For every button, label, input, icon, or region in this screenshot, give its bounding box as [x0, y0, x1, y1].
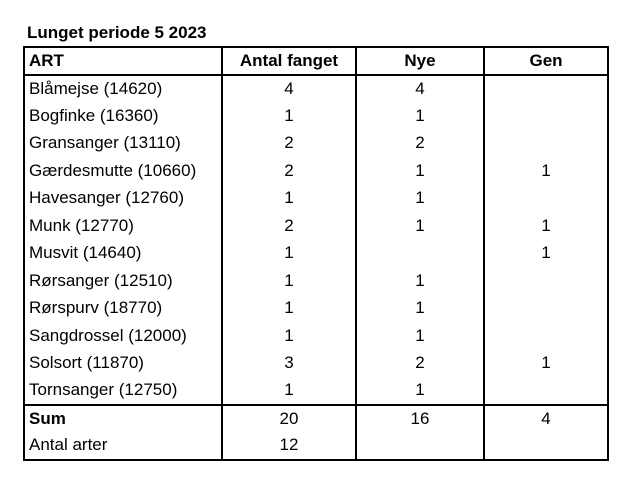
nye-cell: 1: [356, 184, 485, 212]
sum-gen: 4: [484, 404, 609, 432]
species-cell: Rørsanger (12510): [23, 267, 223, 295]
nye-cell: 1: [356, 294, 485, 322]
header-gen: Gen: [484, 46, 609, 76]
table-row: Gransanger (13110) 2 2: [23, 129, 609, 157]
page-title: Lunget periode 5 2023: [27, 23, 207, 42]
species-cell: Rørspurv (18770): [23, 294, 223, 322]
table-row: Blåmejse (14620) 4 4: [23, 74, 609, 102]
empty-cell: [484, 432, 609, 461]
species-cell: Munk (12770): [23, 212, 223, 240]
gen-cell: [484, 377, 609, 406]
antal-fanget-cell: 1: [222, 184, 357, 212]
nye-cell: 1: [356, 212, 485, 240]
antal-arter-row: Antal arter 12: [23, 432, 609, 461]
gen-cell: 1: [484, 212, 609, 240]
gen-cell: [484, 184, 609, 212]
table-row: Gærdesmutte (10660) 2 1 1: [23, 157, 609, 185]
antal-arter-label: Antal arter: [23, 432, 223, 461]
antal-arter-value: 12: [222, 432, 357, 461]
nye-cell: 1: [356, 102, 485, 130]
table-row: Sangdrossel (12000) 1 1: [23, 322, 609, 350]
nye-cell: 1: [356, 377, 485, 406]
table-row: Bogfinke (16360) 1 1: [23, 102, 609, 130]
catch-table: ART Antal fanget Nye Gen Blåmejse (14620…: [23, 46, 609, 461]
nye-cell: 2: [356, 349, 485, 377]
antal-fanget-cell: 1: [222, 294, 357, 322]
antal-fanget-cell: 2: [222, 212, 357, 240]
gen-cell: 1: [484, 157, 609, 185]
header-antal-fanget: Antal fanget: [222, 46, 357, 76]
gen-cell: [484, 322, 609, 350]
species-cell: Blåmejse (14620): [23, 74, 223, 102]
gen-cell: [484, 267, 609, 295]
sum-nye: 16: [356, 404, 485, 432]
nye-cell: 1: [356, 157, 485, 185]
antal-fanget-cell: 2: [222, 157, 357, 185]
antal-fanget-cell: 1: [222, 102, 357, 130]
header-art: ART: [23, 46, 223, 76]
nye-cell: 4: [356, 74, 485, 102]
nye-cell: 1: [356, 267, 485, 295]
table-row: Tornsanger (12750) 1 1: [23, 377, 609, 406]
gen-cell: [484, 102, 609, 130]
sum-antal-fanget: 20: [222, 404, 357, 432]
species-cell: Havesanger (12760): [23, 184, 223, 212]
gen-cell: [484, 294, 609, 322]
catch-table-body: ART Antal fanget Nye Gen Blåmejse (14620…: [23, 46, 609, 461]
antal-fanget-cell: 4: [222, 74, 357, 102]
sum-label: Sum: [23, 404, 223, 432]
table-row: Havesanger (12760) 1 1: [23, 184, 609, 212]
table-row: Munk (12770) 2 1 1: [23, 212, 609, 240]
species-cell: Gærdesmutte (10660): [23, 157, 223, 185]
antal-fanget-cell: 1: [222, 377, 357, 406]
gen-cell: [484, 129, 609, 157]
table-row: Musvit (14640) 1 1: [23, 239, 609, 267]
antal-fanget-cell: 1: [222, 267, 357, 295]
table-row: Rørsanger (12510) 1 1: [23, 267, 609, 295]
table-row: Solsort (11870) 3 2 1: [23, 349, 609, 377]
species-cell: Musvit (14640): [23, 239, 223, 267]
species-cell: Solsort (11870): [23, 349, 223, 377]
species-cell: Sangdrossel (12000): [23, 322, 223, 350]
antal-fanget-cell: 1: [222, 239, 357, 267]
table-row: Rørspurv (18770) 1 1: [23, 294, 609, 322]
species-cell: Tornsanger (12750): [23, 377, 223, 406]
gen-cell: 1: [484, 239, 609, 267]
gen-cell: [484, 74, 609, 102]
nye-cell: 1: [356, 322, 485, 350]
nye-cell: 2: [356, 129, 485, 157]
antal-fanget-cell: 1: [222, 322, 357, 350]
antal-fanget-cell: 3: [222, 349, 357, 377]
species-cell: Gransanger (13110): [23, 129, 223, 157]
sum-row: Sum 20 16 4: [23, 404, 609, 432]
table-header-row: ART Antal fanget Nye Gen: [23, 46, 609, 76]
antal-fanget-cell: 2: [222, 129, 357, 157]
species-cell: Bogfinke (16360): [23, 102, 223, 130]
empty-cell: [356, 432, 485, 461]
gen-cell: 1: [484, 349, 609, 377]
header-nye: Nye: [356, 46, 485, 76]
nye-cell: [356, 239, 485, 267]
